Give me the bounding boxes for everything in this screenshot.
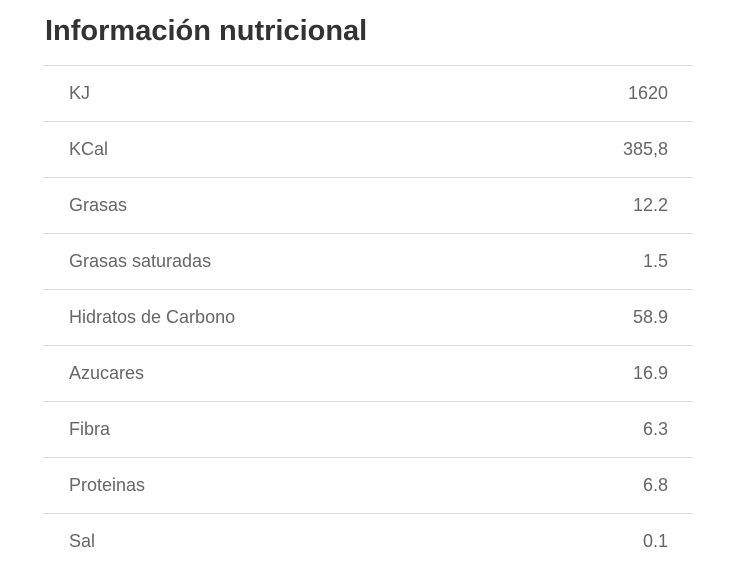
nutrition-row-kcal: KCal 385,8 (44, 122, 693, 178)
nutrition-row-azucares: Azucares 16.9 (44, 346, 693, 402)
nutrient-value: 1620 (627, 83, 668, 103)
nutrient-value: 12.2 (632, 195, 668, 215)
nutrient-label: Proteinas (69, 475, 146, 495)
nutrient-label: KJ (69, 83, 91, 103)
nutrition-row-grasas: Grasas 12.2 (44, 178, 693, 234)
nutrition-row-kj: KJ 1620 (44, 66, 693, 122)
nutrition-row-proteinas: Proteinas 6.8 (44, 458, 693, 514)
nutrient-label: Fibra (69, 419, 111, 439)
nutrition-row-hidratos: Hidratos de Carbono 58.9 (44, 290, 693, 346)
nutrient-value: 0.1 (642, 531, 668, 551)
nutrition-row-fibra: Fibra 6.3 (44, 402, 693, 458)
nutrient-label: Azucares (69, 363, 145, 383)
nutrient-value: 6.8 (642, 475, 668, 495)
nutrient-value: 58.9 (632, 307, 668, 327)
page-title: Información nutricional (45, 15, 368, 47)
nutrition-row-grasas-saturadas: Grasas saturadas 1.5 (44, 234, 693, 290)
nutrient-label: Grasas (69, 195, 128, 215)
nutrition-row-sal: Sal 0.1 (44, 514, 693, 569)
nutrient-value: 1.5 (642, 251, 668, 271)
nutrient-value: 385,8 (622, 139, 668, 159)
nutrient-label: Hidratos de Carbono (69, 307, 236, 327)
nutrient-value: 6.3 (642, 419, 668, 439)
nutrient-label: Grasas saturadas (69, 251, 212, 271)
nutrient-value: 16.9 (632, 363, 668, 383)
nutrient-label: KCal (69, 139, 109, 159)
nutrition-table: KJ 1620 KCal 385,8 Grasas 12.2 Grasas sa… (44, 65, 693, 569)
nutrient-label: Sal (69, 531, 96, 551)
